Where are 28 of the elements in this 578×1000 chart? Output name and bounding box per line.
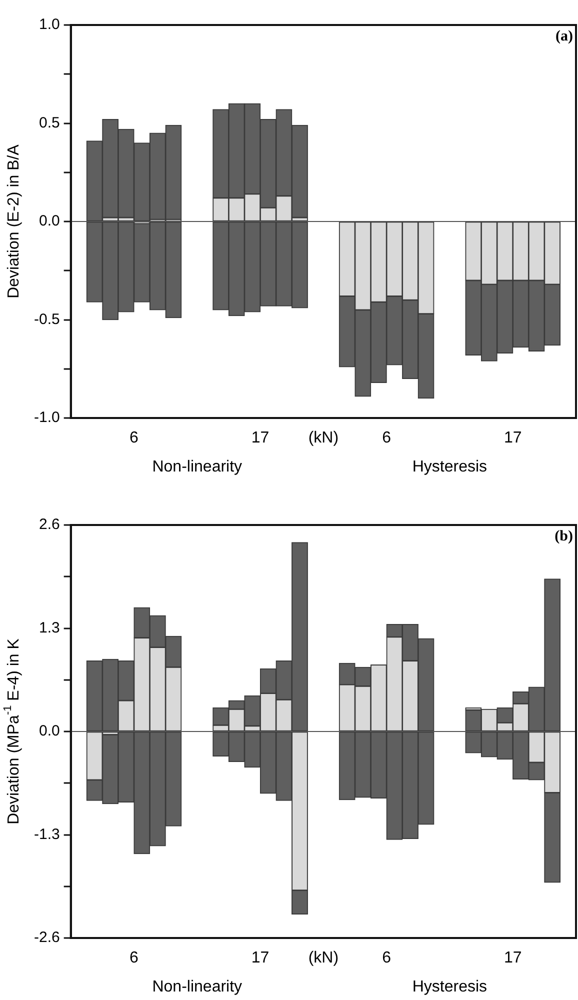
y-tick-label: 0.0 bbox=[38, 722, 60, 740]
y-tick-label: 0.0 bbox=[38, 212, 60, 230]
text: 17 bbox=[504, 949, 522, 966]
y-tick-label: 0.5 bbox=[38, 114, 60, 132]
text: (kN) bbox=[308, 429, 339, 446]
text: Hysteresis bbox=[412, 458, 488, 476]
text: 17 bbox=[251, 429, 270, 446]
text: Non-linearity bbox=[152, 458, 242, 476]
y-tick-label: 1.0 bbox=[38, 16, 60, 34]
y-tick-label: -0.5 bbox=[34, 310, 60, 328]
y-tick-label: 1.3 bbox=[38, 619, 60, 636]
y-tick-label: -1.3 bbox=[34, 826, 60, 843]
text: Non-linearity bbox=[152, 978, 242, 996]
annotation: (a) bbox=[556, 28, 573, 44]
annotation: (b) bbox=[554, 528, 573, 544]
y-tick-label: -1.0 bbox=[34, 409, 60, 426]
y-axis-title: Deviation (MPa-1 E-4) in K bbox=[2, 638, 22, 824]
text: Hysteresis bbox=[412, 978, 488, 996]
text: 17 bbox=[504, 429, 522, 446]
text: 6 bbox=[130, 949, 139, 966]
y-tick-label: -2.6 bbox=[34, 929, 60, 946]
y-axis-title: Deviation (E-2) in B/A bbox=[5, 144, 22, 298]
text: 6 bbox=[382, 949, 392, 966]
text: 6 bbox=[130, 429, 139, 446]
text: 17 bbox=[251, 949, 270, 966]
y-tick-label: 2.6 bbox=[38, 516, 60, 534]
text: (kN) bbox=[308, 949, 339, 966]
text: 6 bbox=[382, 429, 392, 446]
